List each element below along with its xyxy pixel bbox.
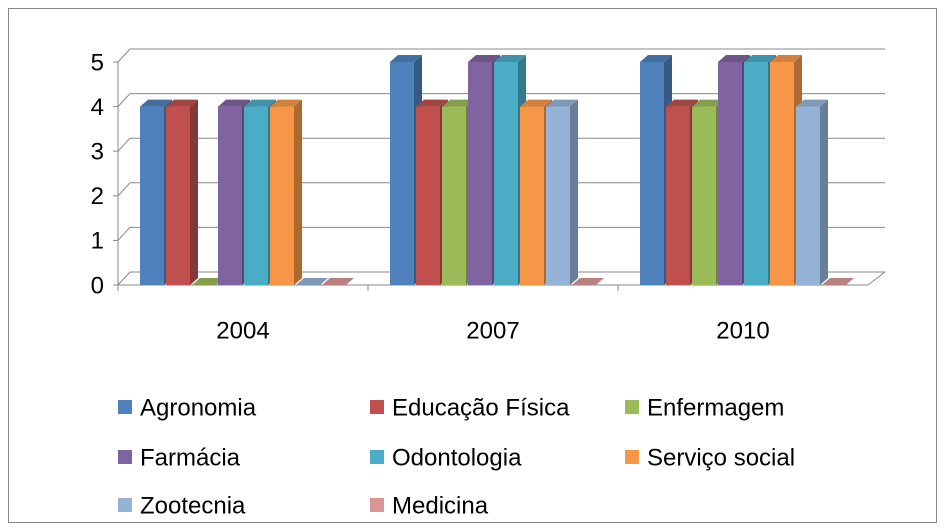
y-tick-label: 0 xyxy=(91,272,104,299)
bar-front xyxy=(692,106,716,285)
bar-top xyxy=(322,278,354,285)
legend-swatch xyxy=(370,498,384,512)
bar-top xyxy=(822,278,854,285)
y-tick-label: 5 xyxy=(91,49,104,76)
bar-front xyxy=(218,106,242,285)
legend-swatch xyxy=(370,450,384,464)
bar-side xyxy=(294,99,302,285)
grid-line xyxy=(117,182,131,197)
bar xyxy=(796,99,828,285)
legend-label: Agronomia xyxy=(140,394,257,421)
grid-line xyxy=(117,48,131,63)
legend-swatch xyxy=(118,450,132,464)
floor-edge xyxy=(867,271,886,286)
bar-top xyxy=(692,99,724,107)
bar xyxy=(166,99,198,285)
legend-label: Educação Física xyxy=(392,394,570,421)
bar xyxy=(270,99,302,285)
bar xyxy=(822,278,854,285)
bar xyxy=(322,278,354,285)
legend-label: Zootecnia xyxy=(140,492,246,519)
bar-front xyxy=(442,106,466,285)
y-tick-label: 4 xyxy=(91,94,104,121)
bar-top xyxy=(218,99,250,107)
bar-top xyxy=(770,55,802,62)
bar-top xyxy=(494,55,526,62)
bar xyxy=(296,278,328,285)
bar-front xyxy=(416,106,440,285)
bar-front xyxy=(468,62,492,285)
legend-swatch xyxy=(625,450,639,464)
bar-front xyxy=(546,106,570,285)
bar-top xyxy=(442,99,474,107)
grid-line xyxy=(117,93,131,107)
grid-line xyxy=(117,137,131,152)
bar-side xyxy=(570,99,578,285)
bar-front xyxy=(494,62,518,285)
bar-front xyxy=(718,62,742,285)
bar-side xyxy=(820,99,828,285)
bar-front xyxy=(666,106,690,285)
bar-side xyxy=(190,99,198,285)
bar-front xyxy=(390,62,414,285)
legend-label: Farmácia xyxy=(140,444,241,471)
bar-top xyxy=(640,55,672,62)
legend-swatch xyxy=(118,400,132,414)
x-tick-label: 2004 xyxy=(216,317,269,344)
bar-front xyxy=(640,62,664,285)
x-tick-label: 2007 xyxy=(466,317,519,344)
grid-line xyxy=(117,227,131,241)
bar-top xyxy=(416,99,448,107)
legend-swatch xyxy=(370,400,384,414)
bar xyxy=(192,278,224,285)
bar-front xyxy=(244,106,268,285)
bar-top xyxy=(572,278,604,285)
legend-label: Serviço social xyxy=(647,444,795,471)
bar-top xyxy=(270,99,302,107)
bar-top xyxy=(468,55,500,62)
grid-line xyxy=(117,271,131,286)
bar-top xyxy=(296,278,328,285)
y-tick-label: 3 xyxy=(91,139,104,166)
bar-front xyxy=(744,62,768,285)
bar-top xyxy=(390,55,422,62)
bar xyxy=(546,99,578,285)
bar-top xyxy=(546,99,578,107)
bar-top xyxy=(520,99,552,107)
bar-front xyxy=(166,106,190,285)
bar-top xyxy=(244,99,276,107)
bar xyxy=(572,278,604,285)
bar-top xyxy=(666,99,698,107)
legend-label: Enfermagem xyxy=(647,394,784,421)
bar-front xyxy=(270,106,294,285)
legend-swatch xyxy=(625,400,639,414)
legend-label: Odontologia xyxy=(392,444,522,471)
y-tick-label: 1 xyxy=(91,228,104,255)
bar-top xyxy=(192,278,224,285)
bar-front xyxy=(796,106,820,285)
legend-swatch xyxy=(118,498,132,512)
bar-top xyxy=(718,55,750,62)
bar-front xyxy=(140,106,164,285)
bar-front xyxy=(520,106,544,285)
bar-top xyxy=(744,55,776,62)
x-tick-label: 2010 xyxy=(716,317,769,344)
legend-label: Medicina xyxy=(392,492,489,519)
bar-top xyxy=(140,99,172,107)
bar-top xyxy=(166,99,198,107)
bar-top xyxy=(796,99,828,107)
bar-front xyxy=(770,62,794,285)
y-tick-label: 2 xyxy=(91,183,104,210)
